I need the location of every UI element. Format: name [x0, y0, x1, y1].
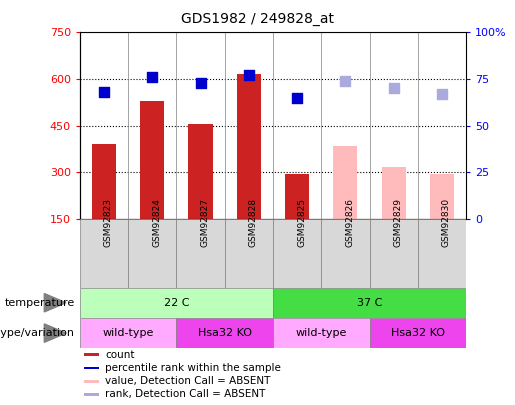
Text: GSM92826: GSM92826 — [346, 198, 354, 247]
Text: count: count — [105, 350, 134, 360]
Text: GSM92823: GSM92823 — [104, 198, 113, 247]
Bar — [430, 174, 454, 219]
FancyBboxPatch shape — [273, 318, 369, 348]
Bar — [92, 144, 116, 219]
Text: wild-type: wild-type — [102, 328, 154, 338]
Point — [341, 78, 350, 84]
FancyBboxPatch shape — [369, 219, 418, 288]
Text: GSM92825: GSM92825 — [297, 198, 306, 247]
Text: GSM92830: GSM92830 — [442, 198, 451, 247]
Polygon shape — [44, 294, 66, 312]
Bar — [83, 393, 99, 396]
Text: wild-type: wild-type — [296, 328, 347, 338]
Text: value, Detection Call = ABSENT: value, Detection Call = ABSENT — [105, 376, 270, 386]
Bar — [333, 146, 357, 219]
FancyBboxPatch shape — [273, 219, 321, 288]
Bar — [83, 380, 99, 383]
FancyBboxPatch shape — [80, 318, 176, 348]
Bar — [382, 168, 406, 219]
Text: GDS1982 / 249828_at: GDS1982 / 249828_at — [181, 12, 334, 26]
FancyBboxPatch shape — [80, 288, 273, 318]
Text: 22 C: 22 C — [164, 298, 189, 308]
Point — [389, 85, 398, 92]
Text: Hsa32 KO: Hsa32 KO — [391, 328, 445, 338]
Point — [293, 94, 301, 101]
Text: genotype/variation: genotype/variation — [0, 328, 75, 338]
Point — [438, 91, 446, 97]
Text: rank, Detection Call = ABSENT: rank, Detection Call = ABSENT — [105, 389, 265, 399]
Bar — [83, 354, 99, 356]
Point — [100, 89, 108, 95]
FancyBboxPatch shape — [225, 219, 273, 288]
FancyBboxPatch shape — [369, 318, 466, 348]
FancyBboxPatch shape — [176, 318, 273, 348]
Polygon shape — [44, 324, 66, 342]
Text: GSM92828: GSM92828 — [249, 198, 258, 247]
FancyBboxPatch shape — [418, 219, 466, 288]
FancyBboxPatch shape — [321, 219, 369, 288]
Text: GSM92827: GSM92827 — [200, 198, 210, 247]
Text: percentile rank within the sample: percentile rank within the sample — [105, 363, 281, 373]
Bar — [140, 101, 164, 219]
Text: GSM92829: GSM92829 — [393, 198, 403, 247]
FancyBboxPatch shape — [128, 219, 176, 288]
FancyBboxPatch shape — [80, 219, 128, 288]
FancyBboxPatch shape — [273, 288, 466, 318]
Bar — [83, 367, 99, 369]
Text: Hsa32 KO: Hsa32 KO — [198, 328, 252, 338]
FancyBboxPatch shape — [176, 219, 225, 288]
Bar — [285, 174, 309, 219]
Text: GSM92824: GSM92824 — [152, 198, 161, 247]
Text: temperature: temperature — [5, 298, 75, 308]
Point — [196, 79, 204, 86]
Bar — [188, 124, 213, 219]
Bar — [237, 75, 261, 219]
Point — [148, 74, 157, 80]
Point — [245, 72, 253, 79]
Text: 37 C: 37 C — [357, 298, 382, 308]
